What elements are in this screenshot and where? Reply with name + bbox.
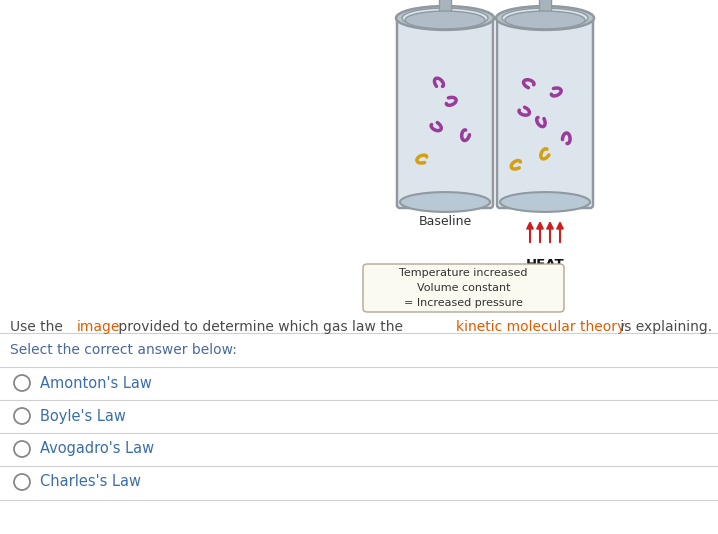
Text: Temperature increased
Volume constant
= Increased pressure: Temperature increased Volume constant = … xyxy=(399,268,528,308)
FancyBboxPatch shape xyxy=(397,15,493,208)
FancyBboxPatch shape xyxy=(363,264,564,312)
Ellipse shape xyxy=(505,11,585,29)
Text: Baseline: Baseline xyxy=(419,215,472,228)
Text: Select the correct answer below:: Select the correct answer below: xyxy=(10,343,237,357)
Circle shape xyxy=(14,408,30,424)
Ellipse shape xyxy=(496,6,594,30)
Text: Amonton's Law: Amonton's Law xyxy=(40,375,152,390)
Text: image: image xyxy=(77,320,121,334)
Circle shape xyxy=(14,375,30,391)
Ellipse shape xyxy=(405,11,485,29)
Ellipse shape xyxy=(502,8,588,28)
Text: is explaining.: is explaining. xyxy=(616,320,712,334)
Text: kinetic molecular theory: kinetic molecular theory xyxy=(456,320,625,334)
Text: Avogadro's Law: Avogadro's Law xyxy=(40,442,154,457)
Ellipse shape xyxy=(500,192,590,212)
Text: HEAT: HEAT xyxy=(526,258,564,271)
Text: Charles's Law: Charles's Law xyxy=(40,475,141,490)
Bar xyxy=(538,0,551,24)
Circle shape xyxy=(14,441,30,457)
Ellipse shape xyxy=(400,192,490,212)
Circle shape xyxy=(14,474,30,490)
Text: provided to determine which gas law the: provided to determine which gas law the xyxy=(114,320,407,334)
Ellipse shape xyxy=(396,6,494,30)
Ellipse shape xyxy=(402,8,488,28)
Text: Boyle's Law: Boyle's Law xyxy=(40,409,126,423)
Text: Use the: Use the xyxy=(10,320,67,334)
Bar xyxy=(439,0,452,24)
FancyBboxPatch shape xyxy=(497,15,593,208)
